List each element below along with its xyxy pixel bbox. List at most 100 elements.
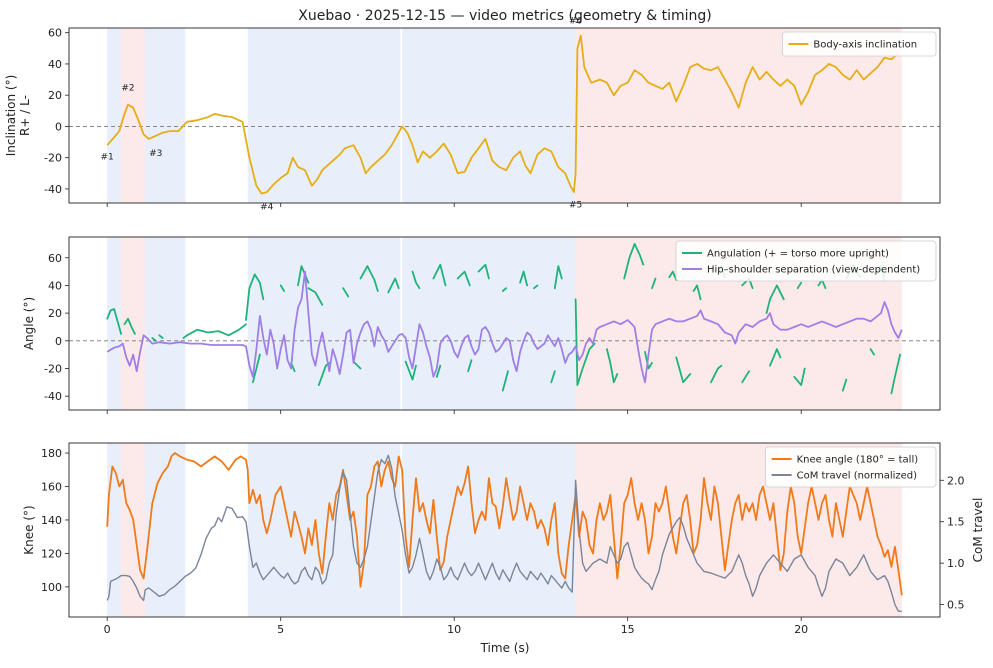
angulation-torso-more-upright-segment xyxy=(106,308,122,335)
angulation-torso-more-upright-segment xyxy=(710,364,723,384)
phase-band xyxy=(247,443,401,617)
phase-band xyxy=(402,237,576,410)
angulation-torso-more-upright-segment xyxy=(477,263,490,280)
y-tick-label: 120 xyxy=(41,547,62,560)
angulation-torso-more-upright-segment xyxy=(432,263,447,287)
phase-band xyxy=(247,237,401,410)
y-tick-label: 180 xyxy=(41,447,62,460)
angulation-torso-more-upright-segment xyxy=(765,284,785,314)
y-tick-label: 40 xyxy=(48,279,62,292)
angulation-torso-more-upright-segment xyxy=(501,370,509,392)
angulation-torso-more-upright-segment xyxy=(359,265,379,292)
angulation-torso-more-upright-segment xyxy=(151,337,157,342)
y-tick-label: 60 xyxy=(48,27,62,40)
phase-band xyxy=(575,28,902,203)
angulation-torso-more-upright-segment xyxy=(606,348,619,384)
phase-band xyxy=(145,443,186,617)
angulation-torso-more-upright-segment xyxy=(519,270,528,287)
x-tick-label: 0 xyxy=(104,623,111,636)
legend-label-body-axis-inclination: Body-axis inclination xyxy=(813,40,917,51)
angulation-torso-more-upright-segment xyxy=(279,284,285,292)
legend-label-hip-shoulder-separation-view-dependent: Hip–shoulder separation (view-dependent) xyxy=(707,265,920,276)
phase-band xyxy=(145,237,186,410)
angulation-torso-more-upright-segment xyxy=(158,334,164,339)
y-axis-label: Inclination (°) xyxy=(4,75,18,157)
y-tick-label: 20 xyxy=(48,89,62,102)
knee-panel: 0 5 10 15 20 100 120 140 160 180 0.5 1.0 1.5 2.0 CoM t… xyxy=(22,442,985,636)
angulation-torso-more-upright-segment xyxy=(741,370,750,384)
angulation-torso-more-upright-segment xyxy=(692,284,702,301)
x-axis-label: Time (s) xyxy=(480,641,530,655)
com-travel-normalized-line xyxy=(106,454,902,612)
y-tick-label: 60 xyxy=(48,252,62,265)
axes-frame xyxy=(68,442,941,618)
angulation-torso-more-upright-segment xyxy=(769,348,782,367)
angulation-torso-more-upright-segment xyxy=(342,287,350,298)
angulation-torso-more-upright-segment xyxy=(675,356,692,384)
event-marker-label: #1 xyxy=(101,152,114,162)
y-tick-label: 0 xyxy=(55,335,62,348)
angulation-torso-more-upright-segment xyxy=(245,273,265,321)
angulation-torso-more-upright-segment xyxy=(456,270,471,287)
angulation-torso-more-upright-segment xyxy=(651,277,657,290)
angle-panel: -40 -20 0 20 40 60 Angle (°) Angulation (+ = to… xyxy=(22,236,941,414)
angulation-torso-more-upright-segment xyxy=(501,287,508,292)
event-marker-label: #5 xyxy=(569,201,582,211)
x-tick-label: 15 xyxy=(621,623,635,636)
y-axis-label: Knee (°) xyxy=(22,505,36,554)
angulation-torso-more-upright-segment xyxy=(793,367,806,386)
legend-label-com-travel-normalized: CoM travel (normalized) xyxy=(797,471,918,482)
y2-axis-label: CoM travel xyxy=(971,498,985,563)
phase-band xyxy=(145,28,186,203)
angulation-torso-more-upright-segment xyxy=(467,359,473,373)
y2-tick-label: 1.0 xyxy=(947,557,965,570)
angulation-torso-more-upright-segment xyxy=(890,353,901,395)
y-tick-label: 20 xyxy=(48,307,62,320)
angulation-torso-more-upright-segment xyxy=(404,360,417,381)
inclination-panel: #1 #2 #3 #4 #5 #6 -40 -20 0 20 40 60 Inclination (°)… xyxy=(4,16,941,212)
angulation-torso-more-upright-segment xyxy=(574,298,596,386)
angulation-torso-more-upright-segment xyxy=(553,265,563,290)
legend-label-knee-angle-180-tall: Knee angle (180° = tall) xyxy=(797,455,919,466)
angulation-torso-more-upright-segment xyxy=(352,360,362,370)
phase-band xyxy=(107,237,122,410)
y2-tick-label: 1.5 xyxy=(947,516,965,529)
y-tick-label: -20 xyxy=(44,152,62,165)
y-axis-label: Angle (°) xyxy=(22,297,36,350)
angulation-torso-more-upright-segment xyxy=(550,370,556,384)
axes-frame xyxy=(68,27,941,204)
angulation-torso-more-upright-segment xyxy=(435,364,442,378)
legend-box xyxy=(765,446,937,488)
phase-band xyxy=(121,443,146,617)
event-marker-label: #3 xyxy=(149,149,162,159)
y-tick-label: 100 xyxy=(41,581,62,594)
y-tick-label: 160 xyxy=(41,481,62,494)
y-tick-label: 40 xyxy=(48,58,62,71)
knee-angle-180-tall-line xyxy=(106,452,903,596)
hip-shoulder-separation-view-dependent-line xyxy=(106,270,903,384)
legend-box xyxy=(675,240,937,282)
angulation-torso-more-upright-segment xyxy=(869,348,875,356)
legend: Body-axis inclination xyxy=(782,31,937,57)
legend: Angulation (+ = torso more upright) Hip–s… xyxy=(675,240,937,282)
phase-band xyxy=(247,28,401,203)
axes-frame xyxy=(68,236,941,411)
y-axis-label: R+ / L- xyxy=(18,95,32,136)
y2-tick-label: 0.5 xyxy=(947,599,965,612)
angulation-torso-more-upright-segment xyxy=(533,284,539,290)
y-tick-label: -40 xyxy=(44,183,62,196)
x-tick-label: 5 xyxy=(277,623,284,636)
figure-title: Xuebao · 2025-12-15 — video metrics (geo… xyxy=(298,8,712,24)
angulation-torso-more-upright-segment xyxy=(411,270,421,290)
y-tick-label: 0 xyxy=(55,120,62,133)
event-marker-label: #4 xyxy=(260,202,274,212)
phase-band xyxy=(107,28,122,203)
phase-band xyxy=(402,28,576,203)
angulation-torso-more-upright-segment xyxy=(623,243,645,280)
event-marker-label: #2 xyxy=(121,84,134,94)
angulation-torso-more-upright-segment xyxy=(841,378,848,392)
angulation-torso-more-upright-segment xyxy=(796,281,803,290)
body-axis-inclination-line xyxy=(106,34,900,195)
